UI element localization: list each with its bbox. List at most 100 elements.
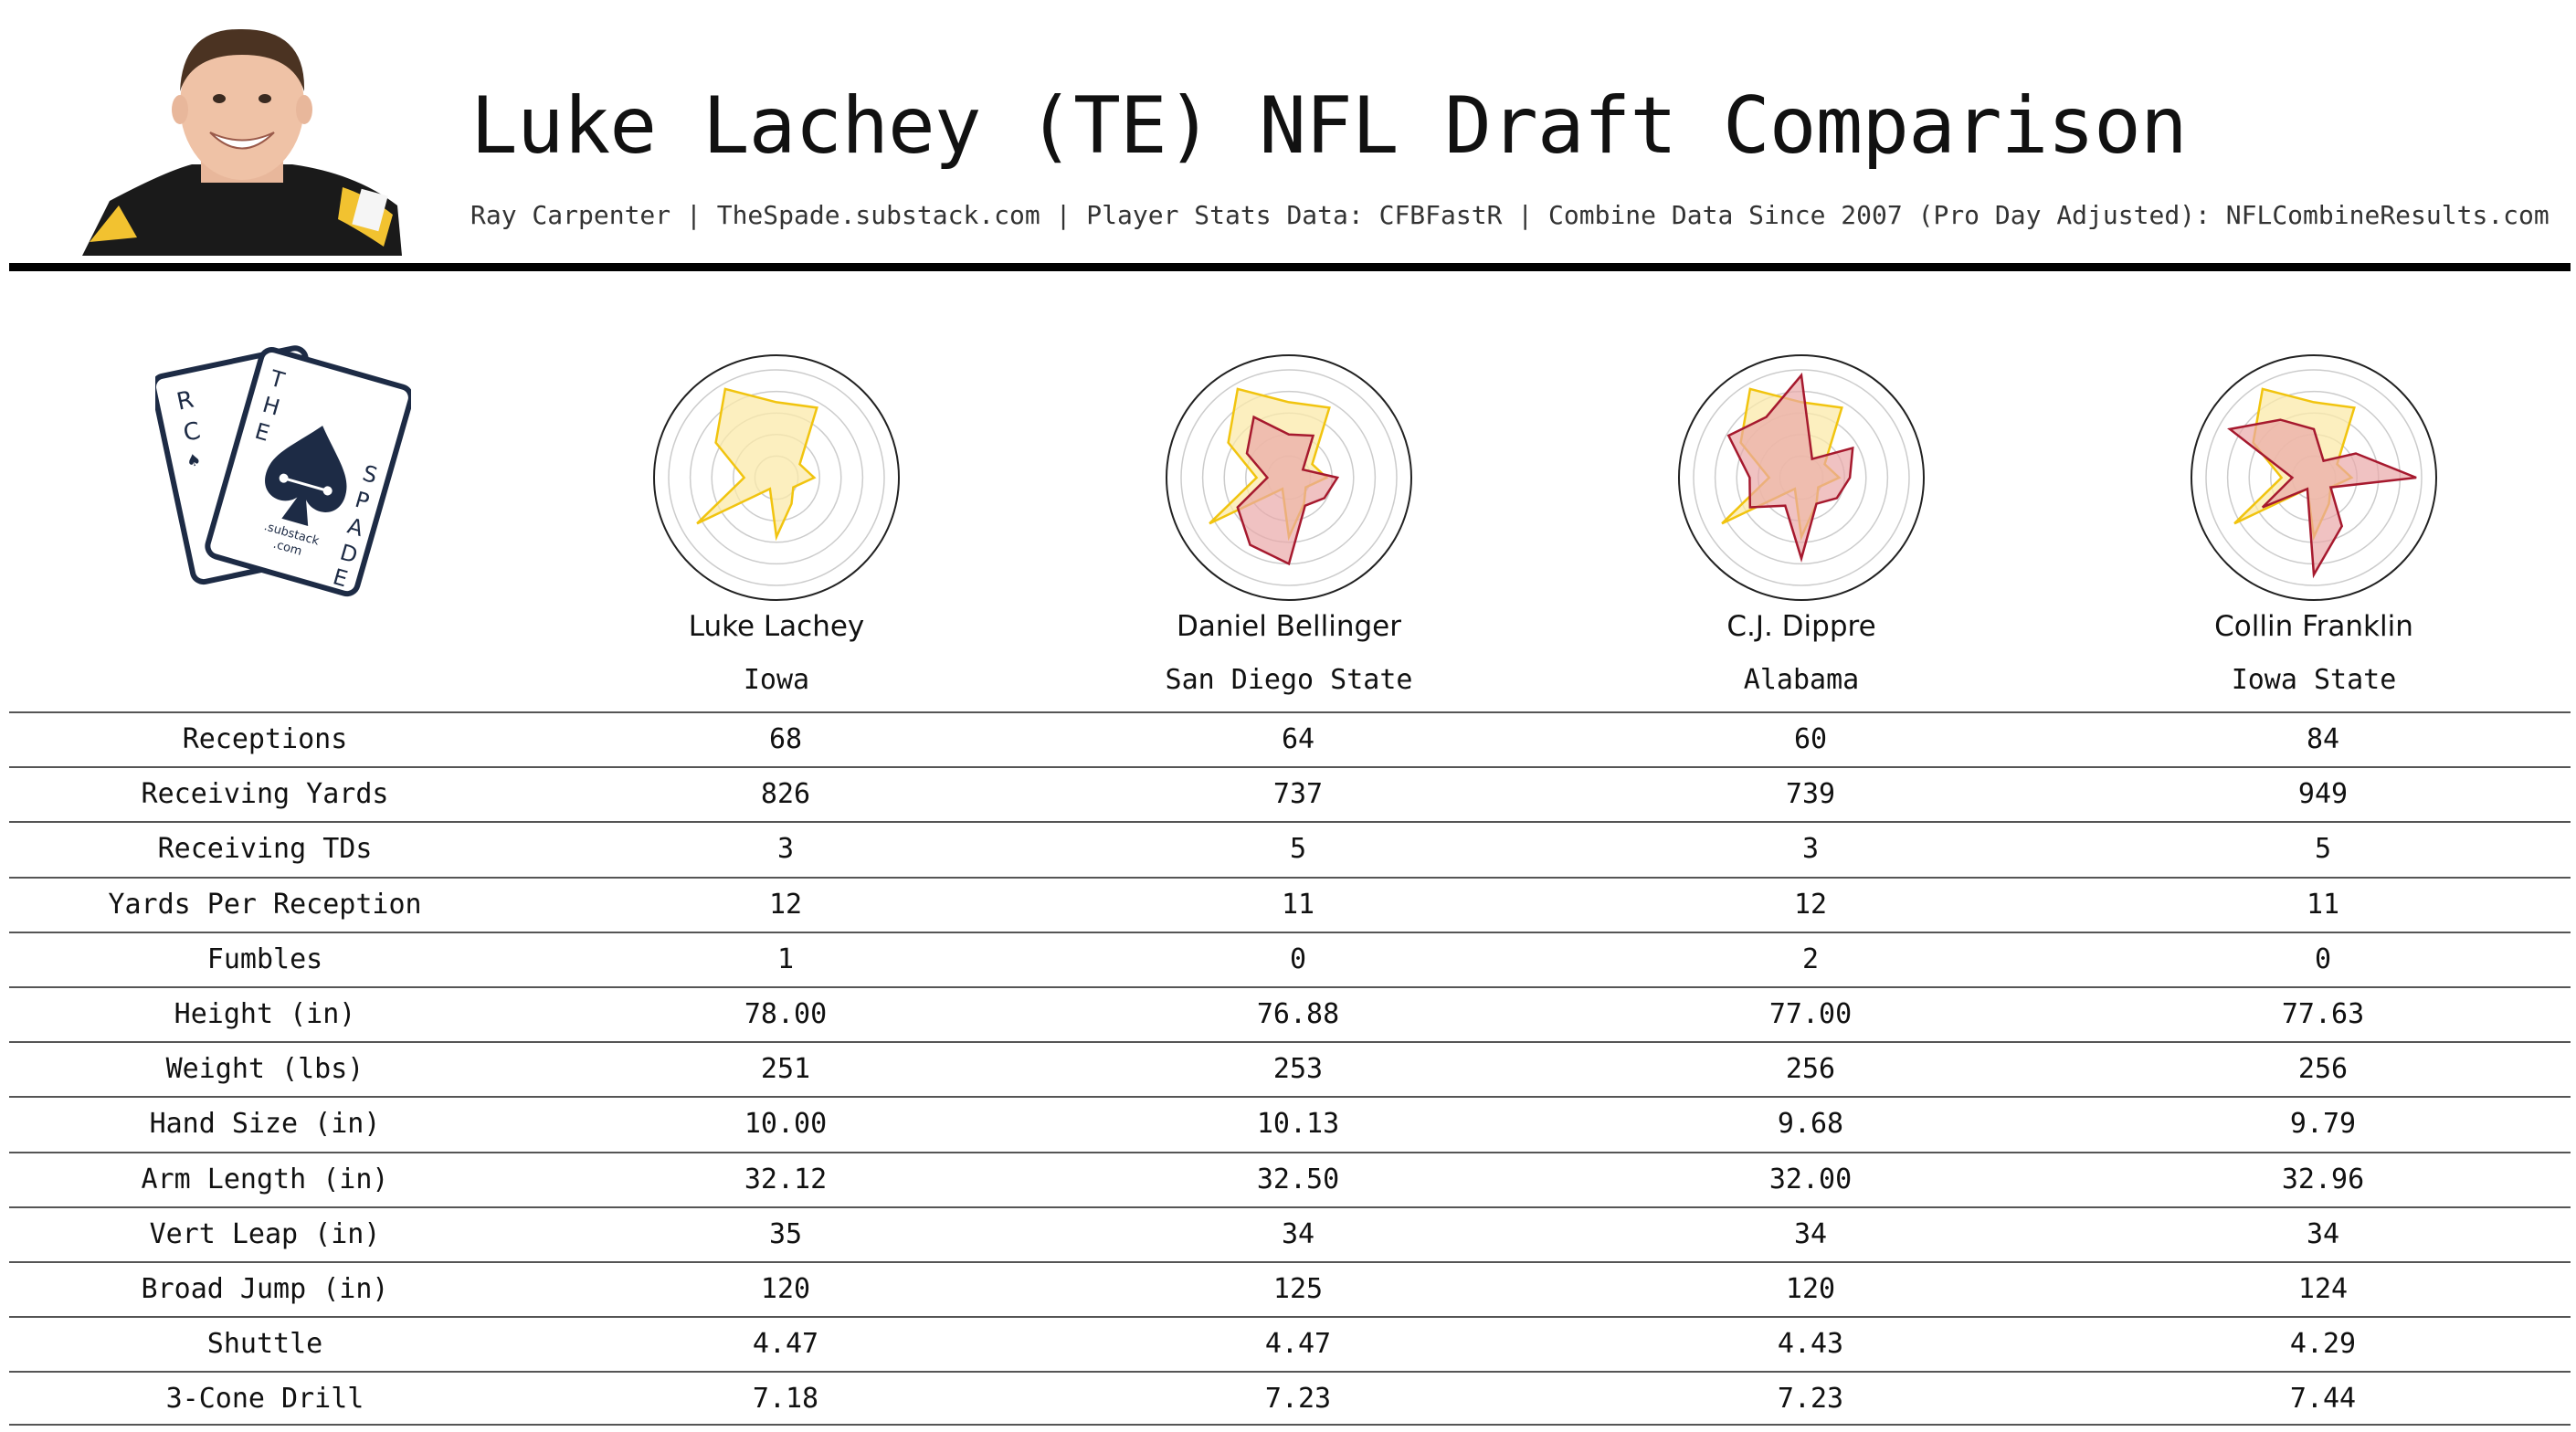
- table-row: Yards Per Reception 12 11 12 11: [9, 876, 2571, 932]
- table-cell: 34: [2306, 1217, 2340, 1250]
- row-label: Weight (lbs): [165, 1053, 364, 1086]
- table-cell: 77.00: [1768, 997, 1853, 1030]
- table-cell: 124: [2297, 1272, 2349, 1305]
- table-cell: 253: [1272, 1053, 1324, 1086]
- table-cell: 32.00: [1768, 1163, 1853, 1195]
- table-cell: 949: [2297, 778, 2349, 811]
- table-cell: 76.88: [1256, 997, 1340, 1030]
- spade-icon: [265, 426, 347, 527]
- row-label: Shuttle: [206, 1328, 323, 1361]
- player-school-3: Alabama: [1743, 664, 1860, 696]
- table-cell: 64: [1281, 723, 1315, 755]
- table-cell: 739: [1785, 778, 1836, 811]
- table-cell: 32.96: [2281, 1163, 2365, 1195]
- radar-chart-2: [1166, 354, 1412, 601]
- table-cell: 32.12: [744, 1163, 828, 1195]
- table-cell: 120: [760, 1272, 811, 1305]
- table-cell: 9.79: [2289, 1108, 2357, 1141]
- table-cell: 7.23: [1264, 1383, 1332, 1416]
- row-label: Receiving Yards: [141, 778, 389, 811]
- table-row: Receptions 68 64 60 84: [9, 711, 2571, 766]
- radar-ring: [2205, 369, 2423, 586]
- table-cell: 9.68: [1777, 1108, 1844, 1141]
- table-cell: 12: [768, 888, 803, 921]
- table-cell: 78.00: [744, 997, 828, 1030]
- table-cell: 256: [2297, 1053, 2349, 1086]
- table-cell: 11: [1281, 888, 1315, 921]
- player-column-4: Collin Franklin Iowa State: [2058, 347, 2570, 712]
- row-label: Hand Size (in): [149, 1108, 381, 1141]
- row-label: 3-Cone Drill: [165, 1383, 364, 1416]
- radar-series-daniel-bellinger: [1236, 415, 1340, 566]
- player-name-4: Collin Franklin: [2214, 610, 2413, 643]
- table-cell: 68: [768, 723, 803, 755]
- table-row: Receiving TDs 3 5 3 5: [9, 821, 2571, 876]
- table-cell: 7.44: [2289, 1383, 2357, 1416]
- table-cell: 4.47: [752, 1328, 819, 1361]
- back-card-spade-icon: ♠: [185, 449, 202, 474]
- table-cell: 256: [1785, 1053, 1836, 1086]
- table-row: Vert Leap (in) 35 34 34 34: [9, 1206, 2571, 1261]
- player-school-2: San Diego State: [1165, 664, 1413, 696]
- player-school-4: Iowa State: [2231, 664, 2397, 696]
- row-label: Yards Per Reception: [108, 888, 422, 921]
- table-cell: 32.50: [1256, 1163, 1340, 1195]
- front-card-letter-3: E: [252, 418, 272, 447]
- table-row: Height (in) 78.00 76.88 77.00 77.63: [9, 985, 2571, 1041]
- table-cell: 84: [2306, 723, 2340, 755]
- table-cell: 10.00: [744, 1108, 828, 1141]
- table-cell: 3: [776, 833, 795, 866]
- table-row: Fumbles 1 0 2 0: [9, 931, 2571, 986]
- player-name-1: Luke Lachey: [688, 610, 865, 643]
- table-cell: 125: [1272, 1272, 1324, 1305]
- table-row: Shuttle 4.47 4.47 4.43 4.29: [9, 1316, 2571, 1371]
- player-column-3: C.J. Dippre Alabama: [1546, 347, 2057, 712]
- table-cell: 826: [760, 778, 811, 811]
- the-spade-logo: R C ♠ T H E S P A D E .substack .com: [155, 345, 411, 597]
- table-row: Arm Length (in) 32.12 32.50 32.00 32.96: [9, 1151, 2571, 1206]
- row-label: Fumbles: [206, 942, 323, 975]
- table-cell: 12: [1793, 888, 1828, 921]
- table-cell: 0: [1289, 942, 1307, 975]
- table-cell: 7.18: [752, 1383, 819, 1416]
- table-cell: 34: [1281, 1217, 1315, 1250]
- row-label: Broad Jump (in): [141, 1272, 389, 1305]
- table-cell: 0: [2314, 942, 2332, 975]
- table-cell: 1: [776, 942, 795, 975]
- table-cell: 60: [1793, 723, 1828, 755]
- row-label: Height (in): [174, 997, 356, 1030]
- table-cell: 4.29: [2289, 1328, 2357, 1361]
- table-cell: 4.43: [1777, 1328, 1844, 1361]
- row-label: Receptions: [182, 723, 348, 755]
- table-row: Receiving Yards 826 737 739 949: [9, 766, 2571, 821]
- radar-series-luke-lachey: [696, 387, 818, 542]
- row-label: Vert Leap (in): [149, 1217, 381, 1250]
- radar-ring: [668, 369, 885, 586]
- radar-chart-3: [1678, 354, 1925, 601]
- table-cell: 34: [1793, 1217, 1828, 1250]
- radar-series-collin-franklin: [2227, 418, 2417, 579]
- table-row: Hand Size (in) 10.00 10.13 9.68 9.79: [9, 1096, 2571, 1151]
- table-cell: 4.47: [1264, 1328, 1332, 1361]
- radar-ring: [689, 390, 864, 565]
- source-credits: Ray Carpenter | TheSpade.substack.com | …: [470, 200, 2550, 230]
- header-divider: [9, 263, 2571, 271]
- stats-table: Receptions 68 64 60 84 Receiving Yards 826 737 7…: [9, 711, 2571, 1427]
- table-row: Broad Jump (in) 120 125 120 124: [9, 1260, 2571, 1316]
- table-cell: 251: [760, 1053, 811, 1086]
- table-row: Weight (lbs) 251 253 256 256: [9, 1041, 2571, 1096]
- player-column-2: Daniel Bellinger San Diego State: [1033, 347, 1545, 712]
- table-cell: 2: [1801, 942, 1820, 975]
- table-cell: 35: [768, 1217, 803, 1250]
- radar-ring: [1180, 369, 1398, 586]
- radar-chart-4: [2191, 354, 2437, 601]
- player-name-3: C.J. Dippre: [1726, 610, 1876, 643]
- table-cell: 5: [1289, 833, 1307, 866]
- table-cell: 10.13: [1256, 1108, 1340, 1141]
- radar-chart-1: [653, 354, 900, 601]
- table-cell: 11: [2306, 888, 2340, 921]
- radar-ring: [1693, 369, 1910, 586]
- player-column-1: Luke Lachey Iowa: [521, 347, 1032, 712]
- page-title: Luke Lachey (TE) NFL Draft Comparison: [470, 80, 2188, 172]
- table-cell: 7.23: [1777, 1383, 1844, 1416]
